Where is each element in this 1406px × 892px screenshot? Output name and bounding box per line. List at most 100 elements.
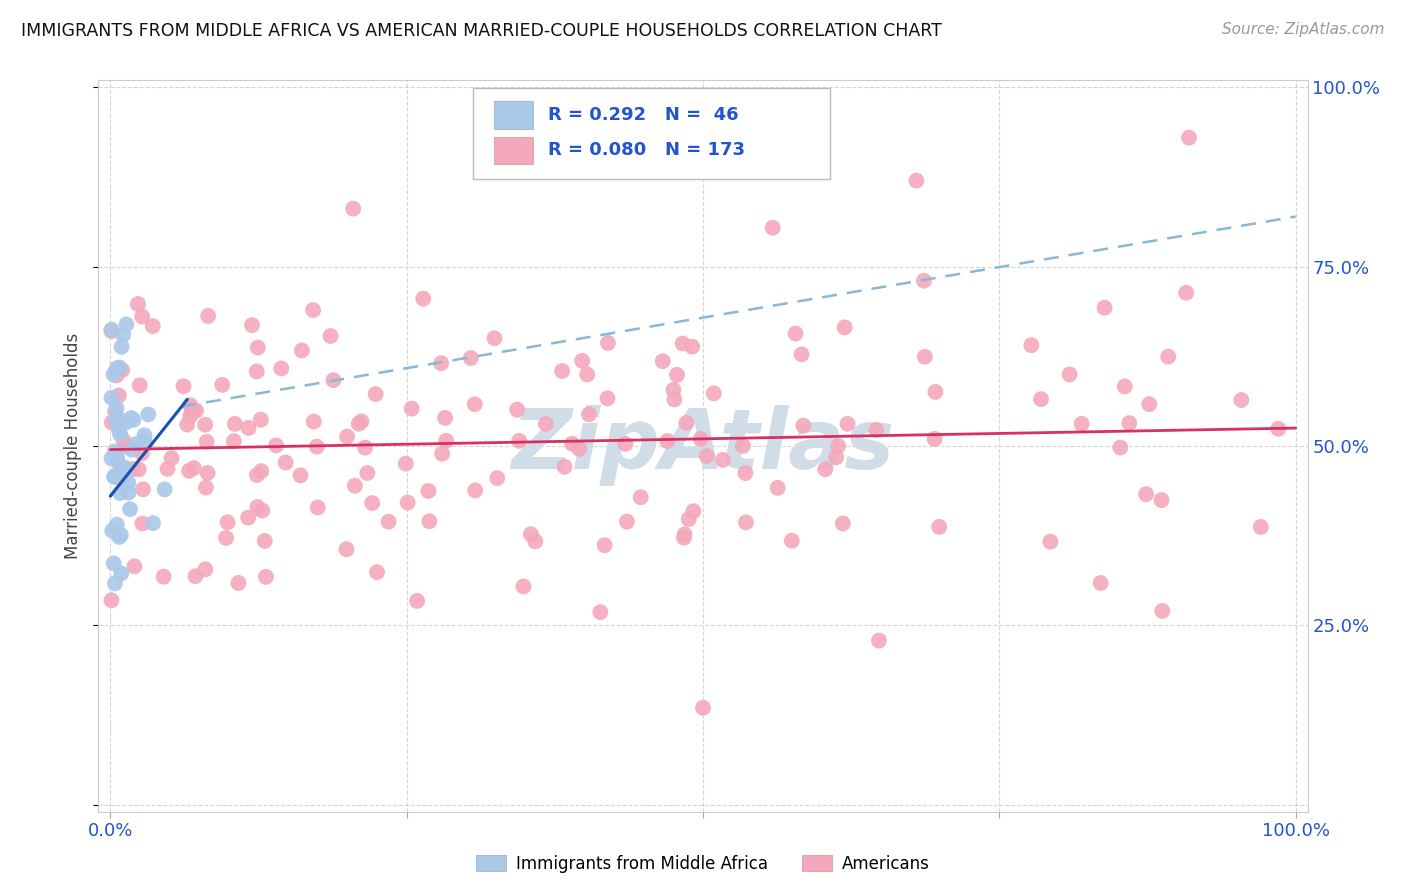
Point [735,516,758,530]
Point [173,379,195,393]
Point [418,514,440,528]
Point [790,347,813,361]
Point [1090,576,1112,591]
Point [335,542,357,557]
Point [107,418,129,433]
Point [689,432,711,446]
Point [343,479,366,493]
Point [825,450,848,465]
Point [111,363,134,377]
Point [104,444,127,458]
Point [1118,416,1140,430]
Point [105,361,128,376]
Point [418,483,440,498]
Point [100,391,122,405]
Point [217,515,239,529]
Point [194,417,217,432]
Point [651,354,673,368]
Point [1157,350,1180,364]
Point [534,417,557,431]
Point [104,413,127,427]
Point [711,453,734,467]
Point [195,434,218,449]
Point [108,486,131,500]
Point [224,417,246,431]
Point [179,398,201,412]
Point [924,432,946,446]
Point [664,392,686,407]
Point [672,336,695,351]
Point [827,439,849,453]
Point [401,401,423,416]
Point [682,504,704,518]
Point [124,559,146,574]
Point [928,520,950,534]
Text: R = 0.080   N = 173: R = 0.080 N = 173 [548,142,745,160]
Point [319,329,342,343]
Point [1094,301,1116,315]
Point [138,408,160,422]
Point [110,340,132,354]
Point [108,360,131,375]
Point [780,533,803,548]
Point [194,562,217,576]
Point [156,462,179,476]
Point [1109,441,1132,455]
Point [254,570,277,584]
Point [153,483,176,497]
Point [131,310,153,324]
Point [1070,417,1092,431]
Text: ZipAtlas: ZipAtlas [512,406,894,486]
Point [868,633,890,648]
Point [832,516,855,531]
Point [430,356,453,370]
Point [412,292,434,306]
Point [568,442,591,456]
Point [152,570,174,584]
Point [1267,422,1289,436]
Y-axis label: Married-couple Households: Married-couple Households [65,333,83,559]
Point [354,441,377,455]
Point [108,412,131,426]
Point [924,384,946,399]
Point [108,422,131,436]
Point [110,566,132,581]
Point [183,461,205,475]
Point [506,402,529,417]
Point [347,417,370,431]
Point [253,533,276,548]
Point [108,458,131,472]
Point [117,485,139,500]
Point [678,512,700,526]
Point [914,350,936,364]
Point [127,297,149,311]
Point [114,416,136,430]
Point [291,343,314,358]
Point [366,565,388,579]
FancyBboxPatch shape [494,136,533,164]
Point [616,515,638,529]
Point [1029,392,1052,407]
Point [551,364,574,378]
Point [350,414,373,428]
Point [596,335,619,350]
Point [270,361,292,376]
Point [614,437,637,451]
Point [115,439,138,453]
Point [290,468,312,483]
Point [100,323,122,337]
Point [246,468,269,483]
Point [305,440,328,454]
Point [103,557,125,571]
Point [1021,338,1043,352]
Point [464,397,486,411]
Point [865,423,887,437]
Point [524,534,547,549]
Point [121,442,143,457]
Point [179,464,201,478]
Point [222,434,245,449]
Point [132,483,155,497]
Point [108,471,131,485]
Point [128,378,150,392]
Point [180,402,202,417]
